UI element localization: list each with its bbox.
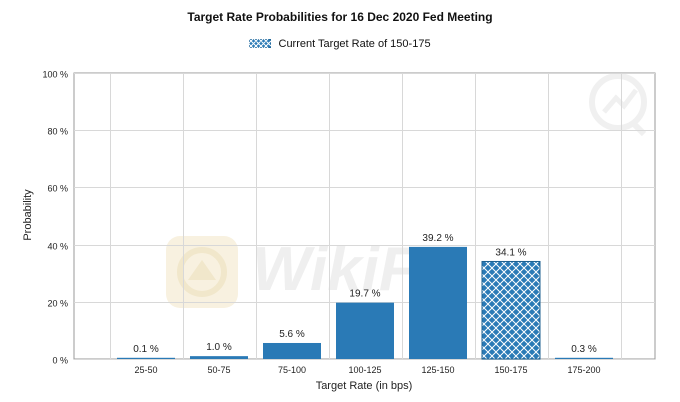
- bar-value-label: 39.2 %: [422, 233, 453, 244]
- grid: [73, 72, 656, 360]
- bar-value-label: 1.0 %: [206, 342, 232, 353]
- bar-50-75: [190, 356, 248, 359]
- x-axis-label: Target Rate (in bps): [316, 380, 413, 392]
- x-tick-label: 125-150: [421, 365, 454, 375]
- bar-100-125: [336, 302, 394, 359]
- bar-value-label: 19.7 %: [349, 289, 380, 300]
- x-tick-label: 150-175: [494, 365, 527, 375]
- corner-logo-icon: [589, 73, 647, 137]
- legend: Current Target Rate of 150-175: [0, 38, 680, 50]
- y-axis-label: Probability: [22, 189, 34, 241]
- y-tick-label: 0 %: [52, 356, 68, 366]
- cross-hatch-swatch-icon: [249, 39, 272, 48]
- bar-150-175: [481, 260, 541, 360]
- watermark: WikiFX: [166, 73, 647, 308]
- labels: 0 % 20 % 40 % 60 % 80 % 100 % 0.1 % 25-50 1.0 % 5…: [42, 70, 600, 376]
- y-tick-label: 100 %: [42, 70, 68, 80]
- bars: [117, 246, 613, 360]
- bar-125-150: [409, 246, 467, 359]
- bar-value-label: 34.1 %: [495, 247, 526, 258]
- bar-value-label: 0.1 %: [133, 344, 159, 355]
- y-tick-label: 80 %: [47, 127, 68, 137]
- bar-value-label: 0.3 %: [571, 344, 597, 355]
- legend-label: Current Target Rate of 150-175: [278, 38, 431, 50]
- y-tick-label: 20 %: [47, 299, 68, 309]
- x-tick-label: 100-125: [348, 365, 381, 375]
- x-tick-label: 175-200: [567, 365, 600, 375]
- y-tick-label: 60 %: [47, 184, 68, 194]
- bar-25-50: [117, 357, 175, 359]
- chart-title: Target Rate Probabilities for 16 Dec 202…: [187, 10, 493, 24]
- y-tick-label: 40 %: [47, 242, 68, 252]
- bar-175-200: [555, 357, 613, 359]
- x-tick-label: 25-50: [134, 365, 157, 375]
- wikifx-logo-icon: [166, 236, 238, 308]
- x-tick-label: 75-100: [278, 365, 306, 375]
- bar-75-100: [263, 342, 321, 359]
- bar-value-label: 5.6 %: [279, 329, 305, 340]
- x-tick-label: 50-75: [207, 365, 230, 375]
